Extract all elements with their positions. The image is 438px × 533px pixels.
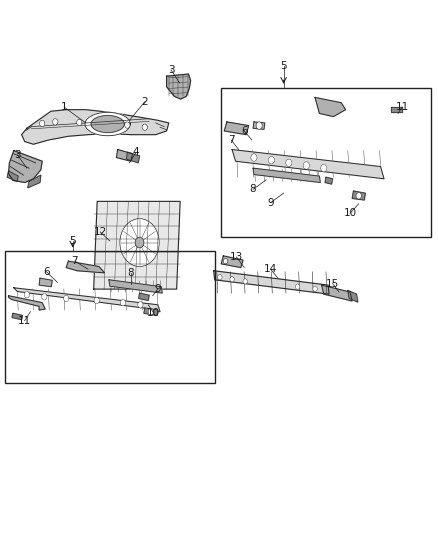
Text: 11: 11 [396, 102, 409, 112]
Circle shape [39, 120, 45, 127]
Text: 8: 8 [250, 184, 256, 195]
Circle shape [77, 119, 82, 126]
Polygon shape [139, 293, 149, 301]
Circle shape [243, 279, 247, 284]
Circle shape [268, 157, 275, 164]
Circle shape [64, 295, 69, 302]
Polygon shape [144, 308, 158, 316]
Polygon shape [117, 150, 133, 161]
Polygon shape [392, 107, 403, 112]
Polygon shape [91, 116, 124, 133]
Text: 5: 5 [69, 236, 76, 246]
Circle shape [230, 277, 234, 282]
Polygon shape [325, 177, 332, 184]
Text: 3: 3 [14, 150, 21, 160]
Polygon shape [253, 122, 265, 130]
Polygon shape [94, 201, 180, 289]
Polygon shape [39, 278, 52, 287]
Polygon shape [214, 271, 329, 294]
Text: 14: 14 [264, 264, 277, 274]
Circle shape [295, 284, 300, 289]
Text: 15: 15 [326, 279, 339, 288]
Circle shape [142, 124, 148, 131]
Circle shape [218, 274, 222, 280]
Polygon shape [66, 261, 105, 273]
Polygon shape [166, 74, 191, 99]
Text: 7: 7 [71, 256, 78, 266]
Text: 10: 10 [147, 308, 160, 318]
Polygon shape [232, 150, 384, 179]
Circle shape [313, 286, 317, 292]
Bar [5, 251, 215, 383]
Circle shape [321, 165, 327, 172]
Polygon shape [7, 171, 18, 181]
Polygon shape [348, 290, 358, 302]
Circle shape [42, 294, 47, 300]
Text: 6: 6 [241, 126, 247, 136]
Text: 3: 3 [168, 65, 174, 75]
Polygon shape [221, 256, 243, 268]
Polygon shape [12, 313, 22, 320]
Polygon shape [9, 151, 42, 182]
Polygon shape [9, 296, 45, 310]
Circle shape [256, 122, 262, 130]
Circle shape [120, 300, 126, 306]
Polygon shape [224, 122, 249, 135]
Circle shape [356, 192, 361, 199]
Text: 9: 9 [267, 198, 274, 208]
Circle shape [223, 259, 228, 264]
Text: 1: 1 [61, 102, 67, 112]
Polygon shape [127, 152, 140, 163]
Polygon shape [315, 98, 346, 117]
Text: 10: 10 [343, 208, 357, 219]
Polygon shape [253, 168, 320, 182]
Text: 2: 2 [141, 96, 148, 107]
Circle shape [53, 119, 58, 125]
Circle shape [135, 237, 144, 248]
Circle shape [251, 154, 257, 161]
Bar [221, 88, 431, 237]
Polygon shape [28, 175, 41, 188]
Polygon shape [14, 288, 160, 312]
Text: 6: 6 [43, 267, 50, 277]
Text: 5: 5 [280, 61, 287, 70]
Polygon shape [109, 280, 162, 293]
Polygon shape [85, 112, 131, 136]
Text: 13: 13 [230, 252, 243, 262]
Circle shape [94, 297, 99, 304]
Text: 12: 12 [94, 227, 107, 237]
Circle shape [148, 309, 153, 315]
Polygon shape [21, 110, 169, 144]
Text: 11: 11 [18, 316, 32, 326]
Text: 7: 7 [228, 135, 234, 145]
Text: 8: 8 [127, 268, 134, 278]
Circle shape [24, 292, 29, 298]
Circle shape [286, 159, 292, 166]
Polygon shape [352, 191, 365, 200]
Polygon shape [321, 285, 352, 301]
Text: 4: 4 [133, 147, 139, 157]
Circle shape [303, 162, 309, 169]
Text: 9: 9 [155, 284, 161, 294]
Circle shape [125, 122, 130, 128]
Circle shape [120, 219, 159, 266]
Circle shape [138, 302, 143, 308]
